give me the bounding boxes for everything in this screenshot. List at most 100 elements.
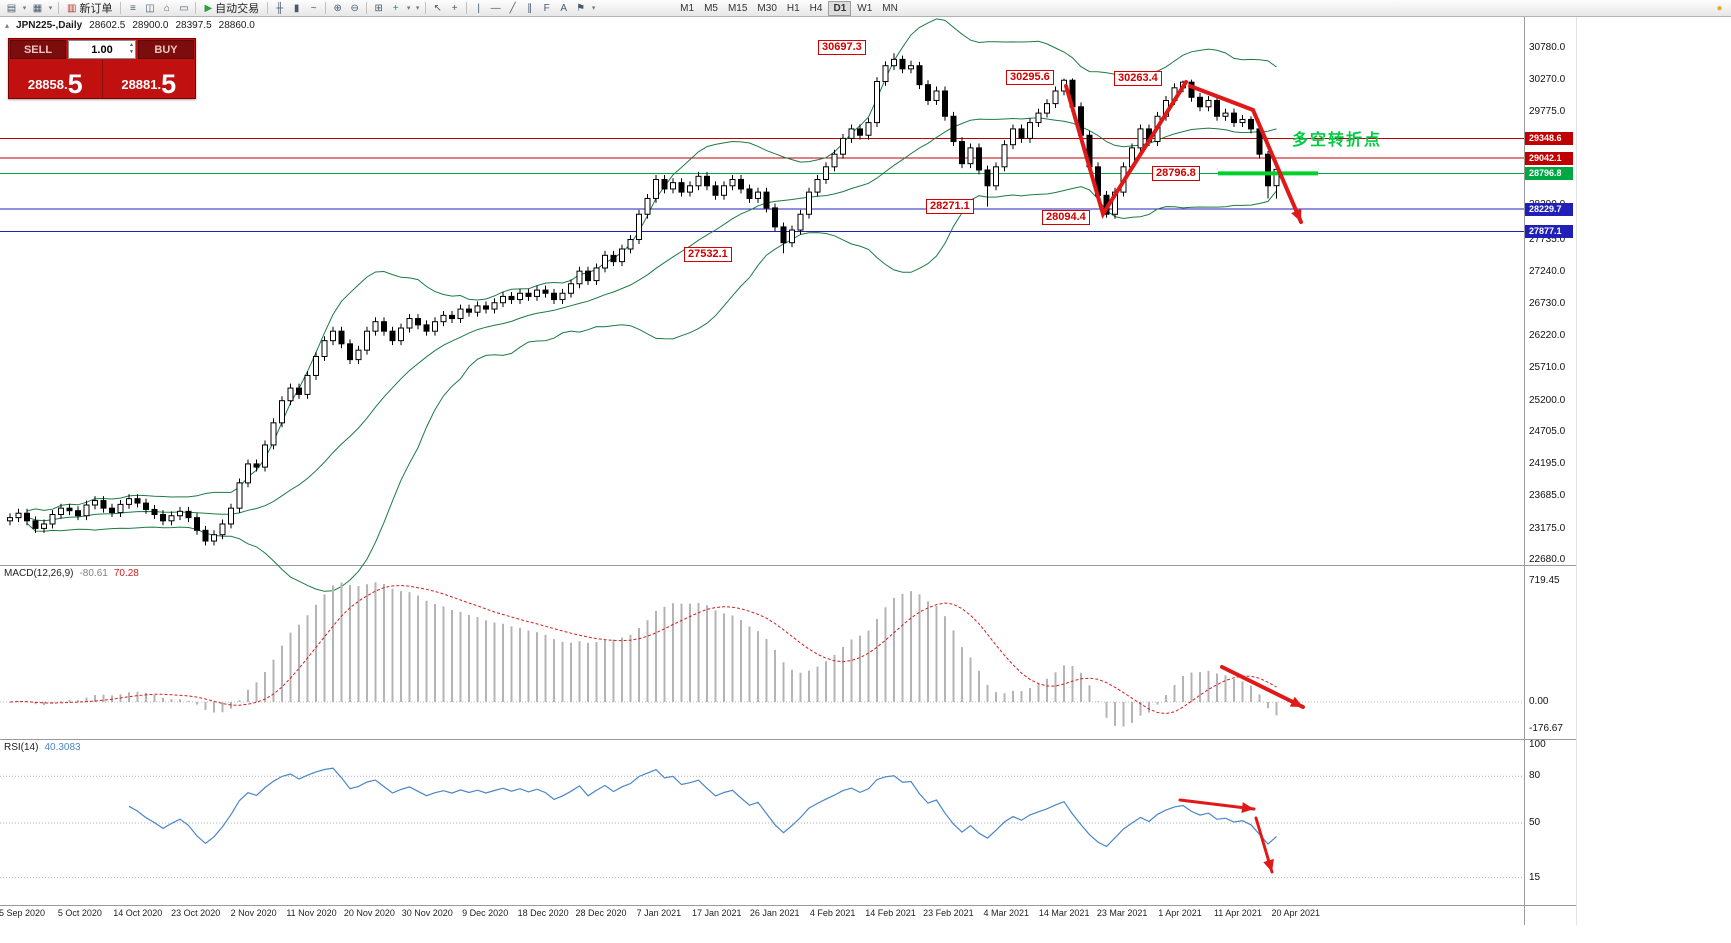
price-annotation[interactable]: 30263.4 — [1114, 71, 1162, 86]
macd-axis-label: -176.67 — [1529, 723, 1563, 734]
rsi-label: RSI(14) 40.3083 — [4, 742, 81, 753]
ohlc-close: 28860.0 — [218, 20, 255, 31]
time-axis-label: 26 Jan 2021 — [749, 908, 800, 918]
timeframe-m30[interactable]: M30 — [757, 2, 777, 14]
tile-windows-icon[interactable]: ⊞ — [374, 2, 383, 14]
price-axis-label: 23685.0 — [1529, 490, 1566, 502]
timeframe-m1[interactable]: M1 — [680, 2, 695, 14]
price-axis-label: 28290.0 — [1529, 199, 1566, 211]
timeframe-m5[interactable]: M5 — [704, 2, 718, 14]
toolbar-separator — [466, 2, 468, 14]
macd-axis-label: 719.45 — [1529, 575, 1560, 587]
ohlc-low: 28397.5 — [175, 20, 212, 31]
new-order-button[interactable]: ▥ 新订单 — [62, 1, 117, 16]
navigator-icon[interactable]: ⌂ — [163, 2, 170, 14]
sell-price-main: 28858. — [27, 77, 68, 92]
sell-price[interactable]: 28858. 5 — [9, 60, 102, 98]
timeframe-h1[interactable]: H1 — [786, 2, 800, 14]
arrows-caret[interactable]: ▾ — [591, 5, 596, 12]
notification-icon[interactable]: ● — [1716, 2, 1723, 14]
data-window-icon[interactable]: ◫ — [145, 2, 155, 14]
timeframe-toolbar: M1 M5 M15 M30 H1 H4 D1 W1 MN — [676, 0, 902, 16]
profiles-caret[interactable]: ▾ — [48, 5, 53, 12]
toolbar-separator — [425, 2, 427, 14]
indicators-icon[interactable]: + — [392, 2, 399, 14]
indicators-caret[interactable]: ▾ — [406, 5, 411, 12]
horizontal-lines — [0, 137, 1524, 232]
price-axis-label: 23175.0 — [1529, 522, 1566, 534]
macd-main-value: -80.61 — [79, 568, 108, 579]
fibonacci-icon[interactable]: F — [543, 2, 550, 14]
time-axis-label: 14 Oct 2020 — [113, 908, 163, 918]
time-axis-label: 30 Nov 2020 — [401, 908, 453, 918]
volume-spinner[interactable]: ▲ ▼ — [129, 42, 134, 55]
volume-input[interactable]: 1.00 ▲ ▼ — [68, 40, 136, 59]
timeframe-d1[interactable]: D1 — [828, 0, 852, 16]
trend-note[interactable]: 多空转折点 — [1292, 132, 1383, 149]
channel-icon[interactable]: ∥ — [527, 2, 533, 14]
toolbar-separator — [366, 2, 368, 14]
new-chart-icon[interactable]: ▤ — [6, 2, 17, 14]
arrows-icon[interactable]: ⚑ — [576, 2, 586, 14]
rsi-axis-label: 50 — [1529, 817, 1541, 828]
new-chart-caret[interactable]: ▾ — [22, 5, 27, 12]
sell-button[interactable]: SELL — [10, 40, 66, 59]
macd-axis-label: 0.00 — [1529, 696, 1549, 707]
trendline-icon[interactable]: ╱ — [509, 2, 516, 14]
vertical-line-icon[interactable]: | — [477, 2, 480, 14]
bar-chart-icon[interactable]: ╫ — [276, 2, 284, 14]
time-axis-label: 4 Mar 2021 — [983, 908, 1030, 918]
line-chart-icon[interactable]: ~ — [310, 2, 317, 14]
time-axis-label: 28 Dec 2020 — [575, 908, 627, 918]
rsi-arrow-2 — [1254, 816, 1274, 874]
time-axis-label: 1 Apr 2021 — [1158, 908, 1202, 918]
terminal-icon[interactable]: ▭ — [179, 2, 189, 14]
text-icon[interactable]: A — [560, 2, 567, 14]
price-axis-label: 24705.0 — [1529, 426, 1566, 437]
bollinger-band — [26, 186, 1277, 592]
timeframe-mn[interactable]: MN — [882, 2, 898, 14]
price-axis-label: 26730.0 — [1529, 298, 1566, 309]
chart-info-line: ▴ JPN225-,Daily 28602.5 28900.0 28397.5 … — [5, 20, 255, 31]
rsi-axis-label: 80 — [1529, 770, 1541, 782]
price-annotation[interactable]: 28796.8 — [1152, 166, 1200, 181]
price-annotation[interactable]: 30697.3 — [818, 40, 866, 55]
time-axis-label: 20 Apr 2021 — [1271, 908, 1321, 918]
market-watch-icon[interactable]: ≡ — [130, 2, 136, 14]
price-annotation[interactable]: 27532.1 — [684, 247, 732, 262]
price-annotation[interactable]: 28094.4 — [1042, 210, 1090, 225]
price-axis-label: 25200.0 — [1529, 394, 1566, 406]
timeframe-h4[interactable]: H4 — [809, 2, 823, 14]
price-axis-label: 30270.0 — [1529, 74, 1566, 86]
time-axis-label: 5 Sep 2020 — [0, 908, 46, 918]
macd-label: MACD(12,26,9) -80.61 70.28 — [4, 568, 139, 579]
zoom-out-icon[interactable]: ⊖ — [350, 2, 359, 14]
price-annotation[interactable]: 28271.1 — [926, 199, 974, 214]
crosshair-icon[interactable]: + — [451, 2, 458, 14]
periods-caret[interactable]: ▾ — [415, 5, 420, 12]
horizontal-line-icon[interactable]: ― — [490, 2, 501, 14]
timeframe-m15[interactable]: M15 — [727, 2, 748, 14]
cursor-icon[interactable]: ↖ — [433, 2, 442, 14]
profiles-icon[interactable]: ▦ — [32, 2, 43, 14]
trend-arrow-v — [1064, 80, 1188, 219]
price-axis-label: 25710.0 — [1529, 362, 1566, 374]
buy-price[interactable]: 28881. 5 — [103, 60, 196, 98]
zoom-in-icon[interactable]: ⊕ — [333, 2, 342, 14]
price-axis-label: 26220.0 — [1529, 330, 1566, 342]
time-axis-label: 14 Feb 2021 — [865, 908, 916, 918]
price-annotation[interactable]: 30295.6 — [1006, 70, 1054, 85]
toolbar-separator — [58, 2, 59, 14]
candlestick-icon[interactable]: ▮ — [293, 2, 300, 14]
time-axis-label: 23 Oct 2020 — [171, 908, 221, 918]
bollinger-band — [26, 18, 1277, 512]
autotrade-button[interactable]: ▶ 自动交易 — [199, 1, 264, 16]
rsi-arrow-1 — [1178, 798, 1256, 811]
toolbar-separator — [195, 2, 197, 14]
timeframe-w1[interactable]: W1 — [857, 2, 873, 14]
time-axis-label: 7 Jan 2021 — [636, 908, 682, 918]
buy-button[interactable]: BUY — [138, 40, 194, 59]
price-tag: 27877.1 — [1525, 225, 1573, 239]
sell-price-big-digit: 5 — [67, 69, 83, 100]
